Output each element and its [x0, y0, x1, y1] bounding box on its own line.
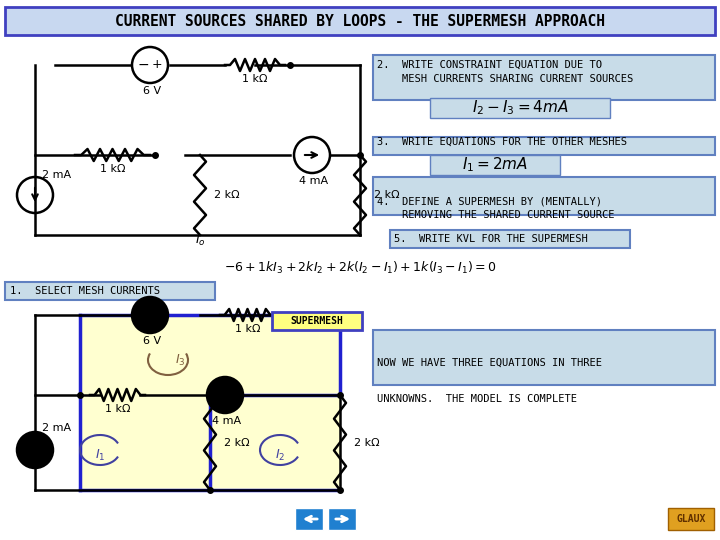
Text: 2 kΩ: 2 kΩ [354, 437, 379, 448]
FancyBboxPatch shape [668, 508, 714, 530]
Text: 1.  SELECT MESH CURRENTS: 1. SELECT MESH CURRENTS [10, 286, 160, 296]
Text: +: + [152, 58, 162, 71]
Text: 2 kΩ: 2 kΩ [374, 190, 400, 200]
Text: 1 kΩ: 1 kΩ [100, 164, 125, 174]
FancyBboxPatch shape [328, 508, 356, 530]
FancyBboxPatch shape [373, 330, 715, 385]
Text: $I_2 - I_3 = 4mA$: $I_2 - I_3 = 4mA$ [472, 99, 568, 117]
FancyBboxPatch shape [430, 155, 560, 175]
Text: 5.  WRITE KVL FOR THE SUPERMESH: 5. WRITE KVL FOR THE SUPERMESH [394, 234, 588, 244]
FancyBboxPatch shape [373, 177, 715, 215]
Text: SUPERMESH: SUPERMESH [291, 316, 343, 326]
Text: 2 kΩ: 2 kΩ [224, 437, 250, 448]
Text: CURRENT SOURCES SHARED BY LOOPS - THE SUPERMESH APPROACH: CURRENT SOURCES SHARED BY LOOPS - THE SU… [115, 14, 605, 29]
Text: 3.  WRITE EQUATIONS FOR THE OTHER MESHES: 3. WRITE EQUATIONS FOR THE OTHER MESHES [377, 137, 627, 147]
Text: 4 mA: 4 mA [300, 176, 328, 186]
Circle shape [207, 377, 243, 413]
Text: 6 V: 6 V [143, 86, 161, 96]
FancyBboxPatch shape [80, 315, 340, 490]
Circle shape [132, 297, 168, 333]
FancyBboxPatch shape [5, 282, 215, 300]
Text: −: − [138, 308, 149, 322]
Text: GLAUX: GLAUX [676, 514, 706, 524]
Circle shape [17, 432, 53, 468]
Text: 2 mA: 2 mA [42, 170, 71, 180]
Text: −: − [138, 58, 149, 72]
Text: 1 kΩ: 1 kΩ [235, 324, 260, 334]
Text: $I_o$: $I_o$ [194, 232, 205, 247]
Text: $I_2$: $I_2$ [275, 448, 285, 463]
Text: 1 kΩ: 1 kΩ [242, 74, 268, 84]
FancyBboxPatch shape [430, 98, 610, 118]
Text: 2.  WRITE CONSTRAINT EQUATION DUE TO
    MESH CURRENTS SHARING CURRENT SOURCES: 2. WRITE CONSTRAINT EQUATION DUE TO MESH… [377, 60, 634, 84]
FancyBboxPatch shape [295, 508, 323, 530]
Text: 4.  DEFINE A SUPERMESH BY (MENTALLY)
    REMOVING THE SHARED CURRENT SOURCE: 4. DEFINE A SUPERMESH BY (MENTALLY) REMO… [377, 196, 614, 220]
Text: $I_1 = 2mA$: $I_1 = 2mA$ [462, 156, 528, 174]
Text: NOW WE HAVE THREE EQUATIONS IN THREE

UNKNOWNS.  THE MODEL IS COMPLETE: NOW WE HAVE THREE EQUATIONS IN THREE UNK… [377, 358, 602, 404]
Text: $I_1$: $I_1$ [95, 448, 105, 463]
Text: 1 kΩ: 1 kΩ [104, 404, 130, 414]
Text: 2 mA: 2 mA [42, 423, 71, 433]
FancyBboxPatch shape [390, 230, 630, 248]
FancyBboxPatch shape [373, 137, 715, 155]
Text: 6 V: 6 V [143, 336, 161, 346]
Text: +: + [152, 308, 162, 321]
Text: $-6+1kI_3+2kI_2+2k(I_2-I_1)+1k(I_3-I_1)=0$: $-6+1kI_3+2kI_2+2k(I_2-I_1)+1k(I_3-I_1)=… [224, 260, 496, 276]
Text: 4 mA: 4 mA [212, 416, 242, 426]
Text: 2 kΩ: 2 kΩ [214, 190, 240, 200]
FancyBboxPatch shape [5, 7, 715, 35]
Text: $I_3$: $I_3$ [175, 353, 185, 368]
FancyBboxPatch shape [373, 55, 715, 100]
FancyBboxPatch shape [272, 312, 362, 330]
